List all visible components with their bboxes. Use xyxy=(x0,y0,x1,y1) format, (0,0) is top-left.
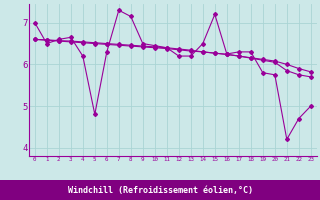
Text: Windchill (Refroidissement éolien,°C): Windchill (Refroidissement éolien,°C) xyxy=(68,186,252,194)
